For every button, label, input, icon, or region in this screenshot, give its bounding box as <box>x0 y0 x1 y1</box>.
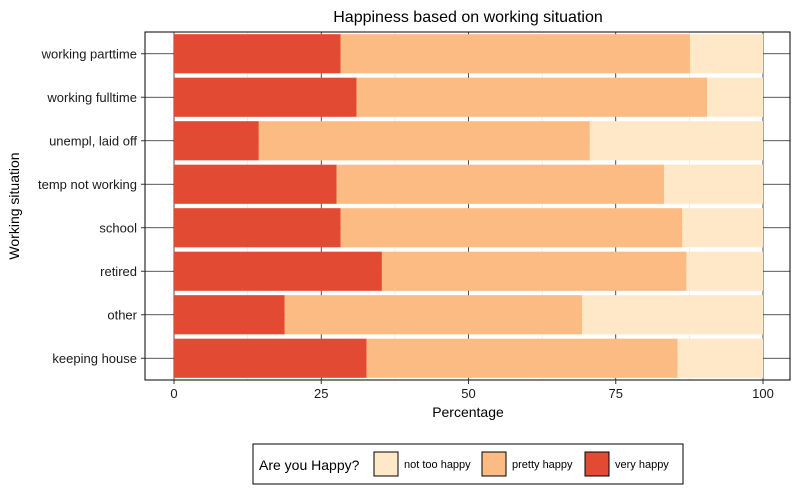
bar-very-happy-retired <box>174 251 382 291</box>
bar-pretty-happy-working-parttime <box>340 34 690 74</box>
x-tick-label: 0 <box>170 386 177 401</box>
x-tick-label: 100 <box>752 386 774 401</box>
legend-key-pretty-happy <box>481 451 507 477</box>
x-tick-label: 75 <box>609 386 623 401</box>
bar-very-happy-school <box>174 208 341 248</box>
x-axis-title: Percentage <box>432 404 504 420</box>
bar-pretty-happy-unempl-laid-off <box>258 121 590 161</box>
bar-very-happy-temp-not-working <box>174 164 337 204</box>
legend-label-pretty-happy: pretty happy <box>512 459 573 471</box>
y-tick-label: working fulltime <box>46 90 137 105</box>
chart-title: Happiness based on working situation <box>333 9 603 26</box>
legend-label-very-happy: very happy <box>615 459 669 471</box>
legend: Are you Happy? not too happy pretty happy… <box>252 443 684 485</box>
bar-pretty-happy-keeping-house <box>366 338 678 378</box>
legend-key-not-too-happy <box>373 451 399 477</box>
x-tick-label: 50 <box>461 386 475 401</box>
bar-very-happy-other <box>174 295 285 335</box>
bar-very-happy-unempl-laid-off <box>174 121 259 161</box>
y-tick-label: keeping house <box>52 351 137 366</box>
y-tick-label: school <box>99 220 137 235</box>
y-axis-title: Working situation <box>6 152 22 259</box>
bar-not-too-happy-retired <box>686 251 763 291</box>
bar-pretty-happy-working-fulltime <box>356 77 708 117</box>
bar-very-happy-working-parttime <box>174 34 341 74</box>
bars-layer <box>174 34 763 378</box>
legend-title: Are you Happy? <box>259 457 360 473</box>
bar-not-too-happy-working-parttime <box>689 34 763 74</box>
legend-key-very-happy <box>584 451 610 477</box>
legend-label-not-too-happy: not too happy <box>404 459 471 471</box>
axes-layer: working parttime working fulltime unempl, … <box>38 31 791 401</box>
bar-pretty-happy-retired <box>381 251 687 291</box>
x-tick-label: 25 <box>314 386 328 401</box>
bar-not-too-happy-working-fulltime <box>707 77 763 117</box>
bar-not-too-happy-other <box>582 295 763 335</box>
y-tick-label: working parttime <box>41 46 137 61</box>
bar-not-too-happy-school <box>682 208 763 248</box>
bar-pretty-happy-temp-not-working <box>336 164 665 204</box>
bar-not-too-happy-keeping-house <box>677 338 763 378</box>
bar-very-happy-working-fulltime <box>174 77 357 117</box>
y-tick-label: unempl, laid off <box>49 133 137 148</box>
bar-pretty-happy-school <box>340 208 683 248</box>
y-tick-label: retired <box>100 264 137 279</box>
y-tick-label: temp not working <box>38 177 137 192</box>
bar-pretty-happy-other <box>284 295 583 335</box>
y-tick-label: other <box>107 307 137 322</box>
bar-very-happy-keeping-house <box>174 338 367 378</box>
bar-not-too-happy-unempl-laid-off <box>589 121 763 161</box>
plot-border <box>144 31 791 381</box>
bar-not-too-happy-temp-not-working <box>664 164 763 204</box>
legend-box <box>252 443 684 485</box>
